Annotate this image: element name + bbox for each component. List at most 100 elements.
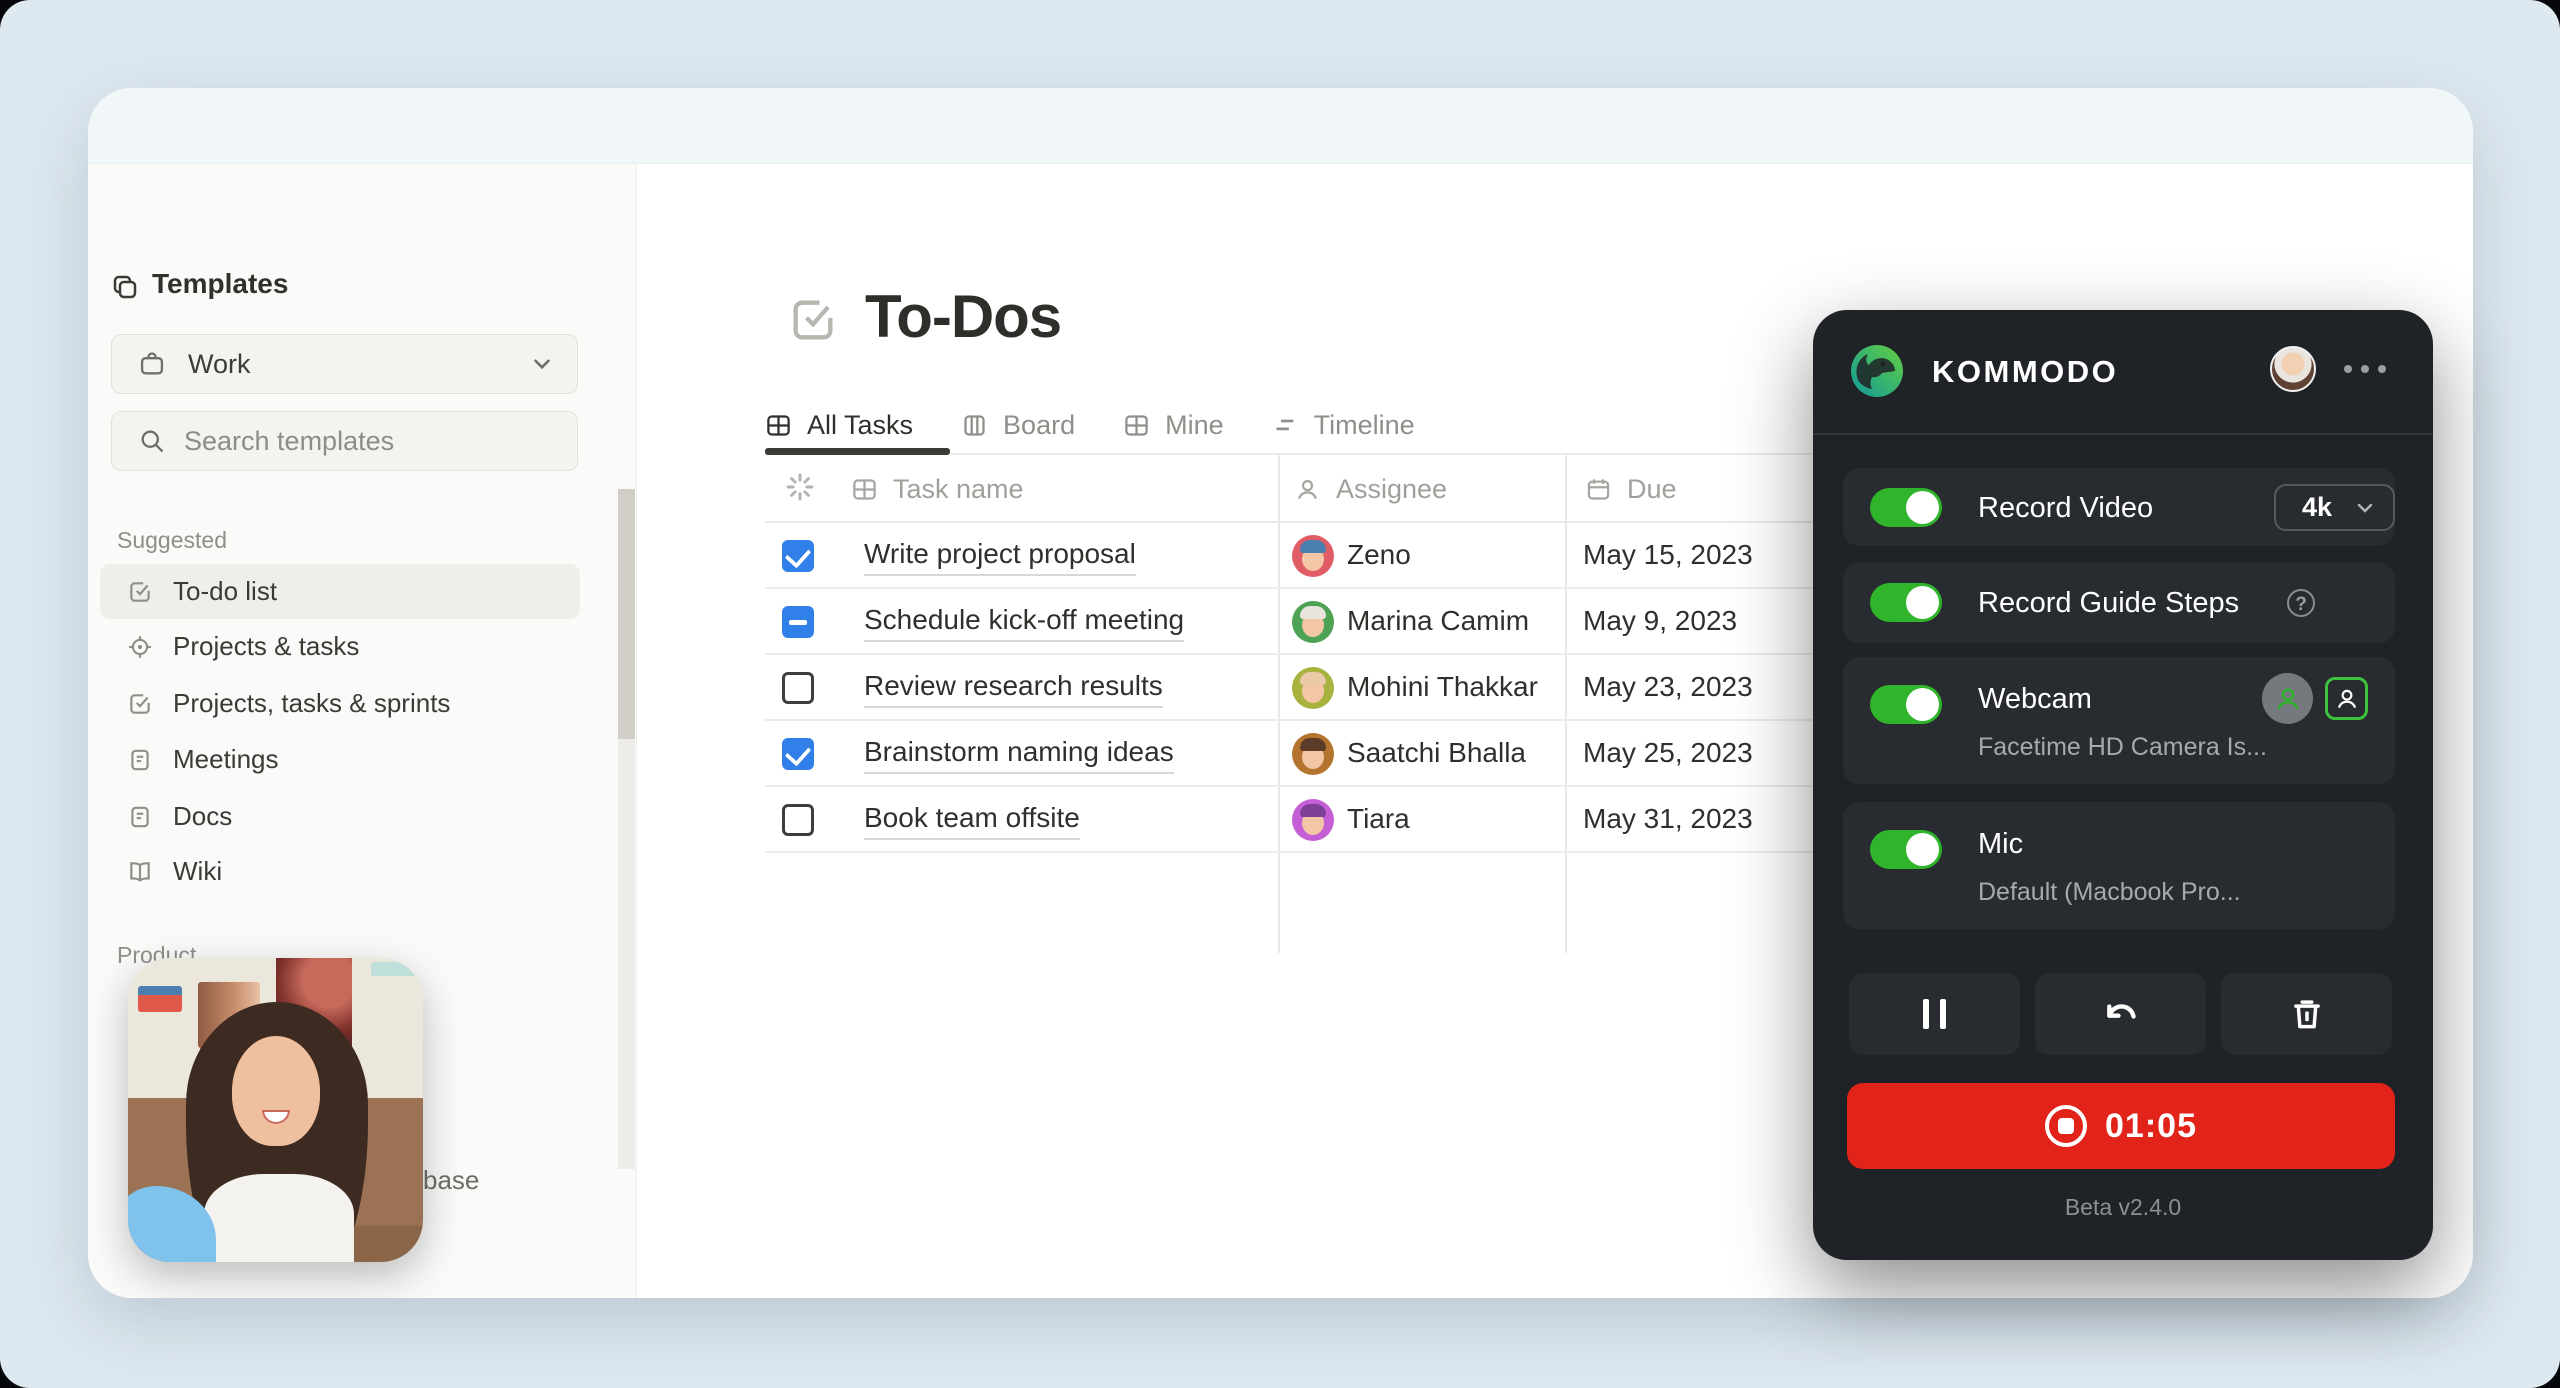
tab-mine[interactable]: Mine (1123, 410, 1224, 441)
column-header-due[interactable]: Due (1585, 455, 1677, 523)
sidebar-item-wiki[interactable]: Wiki (100, 844, 580, 899)
assignee-name: Tiara (1347, 803, 1410, 834)
record-guide-steps-toggle[interactable] (1870, 583, 1942, 622)
window-titlebar (88, 88, 2473, 232)
webcam-row: Webcam Facetime HD Camera Is... (1843, 657, 2395, 784)
kommodo-logo-icon (1851, 345, 1903, 397)
assignee-avatar (1292, 667, 1334, 709)
resolution-select[interactable]: 4k (2274, 484, 2395, 531)
section-label-suggested: Suggested (117, 527, 227, 553)
person-face (232, 1036, 320, 1146)
task-name-link[interactable]: Book team offsite (864, 802, 1080, 840)
table-row: Schedule kick-off meeting Marina Camim M… (765, 589, 2005, 655)
brand-name: KOMMODO (1932, 354, 2119, 389)
sidebar-item-todo-list[interactable]: To-do list (100, 564, 580, 619)
sidebar-title: Templates (152, 268, 289, 299)
webcam-circle-shape-button[interactable] (2262, 673, 2313, 724)
stop-recording-button[interactable]: 01:05 (1847, 1083, 2395, 1169)
loading-spinner-icon (785, 472, 815, 507)
table-row: Review research results Mohini Thakkar M… (765, 655, 2005, 721)
search-icon (138, 427, 166, 455)
help-icon[interactable]: ? (2287, 589, 2315, 617)
assignee-avatar (1292, 799, 1334, 841)
task-checkbox[interactable] (782, 540, 814, 572)
workspace-label: Work (188, 348, 251, 379)
stop-icon (2045, 1105, 2088, 1147)
table-row: Write project proposal Zeno May 15, 2023 (765, 523, 2005, 589)
tab-label: Timeline (1313, 409, 1415, 440)
column-header-label: Task name (893, 473, 1024, 504)
workspace-selector[interactable]: Work (111, 334, 578, 394)
sidebar-scrollbar-thumb[interactable] (618, 489, 635, 739)
column-header-assignee[interactable]: Assignee (1294, 455, 1447, 523)
kommodo-recorder-panel: KOMMODO Record Video 4k Record Guide Ste… (1813, 310, 2433, 1260)
assignee-name: Zeno (1347, 539, 1411, 570)
document-icon (127, 804, 153, 830)
webcam-toggle[interactable] (1870, 685, 1942, 724)
board-view-icon (961, 412, 988, 439)
assignee-avatar (1292, 535, 1334, 577)
record-video-toggle[interactable] (1870, 488, 1942, 527)
templates-icon (110, 272, 140, 307)
webcam-square-shape-button[interactable] (2325, 677, 2368, 720)
more-options-icon[interactable] (2344, 365, 2386, 373)
restart-button[interactable] (2035, 973, 2206, 1055)
task-checkbox[interactable] (782, 672, 814, 704)
table-view-icon (765, 412, 792, 439)
table-view-icon (1123, 412, 1150, 439)
pause-button[interactable] (1849, 973, 2020, 1055)
webcam-device-name: Facetime HD Camera Is... (1978, 733, 2267, 761)
task-checkbox[interactable] (782, 804, 814, 836)
task-name-link[interactable]: Brainstorm naming ideas (864, 736, 1174, 774)
column-divider (1278, 455, 1280, 953)
recording-timer: 01:05 (2105, 1106, 2197, 1145)
occluded-item-text-fragment: base (423, 1165, 480, 1195)
target-icon (127, 634, 153, 660)
tab-timeline[interactable]: Timeline (1272, 410, 1415, 441)
table-row: Brainstorm naming ideas Saatchi Bhalla M… (765, 721, 2005, 787)
header-divider (1813, 433, 2433, 435)
tab-all-tasks[interactable]: All Tasks (765, 410, 913, 441)
task-name-link[interactable]: Review research results (864, 670, 1163, 708)
assignee-name: Mohini Thakkar (1347, 671, 1538, 702)
task-checkbox[interactable] (782, 606, 814, 638)
search-input[interactable] (184, 425, 544, 457)
task-name-link[interactable]: Schedule kick-off meeting (864, 604, 1185, 642)
user-avatar[interactable] (2270, 346, 2316, 392)
book-icon (127, 859, 153, 885)
chevron-down-icon (2353, 496, 2377, 520)
sidebar-item-label: Meetings (173, 744, 279, 774)
person-icon (1294, 476, 1321, 503)
column-header-task-name[interactable]: Task name (851, 455, 1024, 523)
mic-toggle[interactable] (1870, 830, 1942, 869)
todo-checkbox-icon (787, 294, 839, 351)
pause-icon (1923, 999, 1946, 1029)
due-date: May 25, 2023 (1583, 737, 1753, 768)
checkbox-icon (127, 691, 153, 717)
chevron-down-icon (529, 351, 555, 377)
timeline-view-icon (1272, 412, 1299, 439)
delete-recording-button[interactable] (2221, 973, 2392, 1055)
tab-board[interactable]: Board (961, 410, 1075, 441)
wall-art (138, 986, 182, 1012)
column-divider (1565, 455, 1567, 953)
task-checkbox[interactable] (782, 738, 814, 770)
template-search[interactable] (111, 411, 578, 471)
task-name-link[interactable]: Write project proposal (864, 538, 1136, 576)
sidebar-item-label: Docs (173, 801, 233, 831)
column-header-label: Assignee (1336, 473, 1448, 504)
sidebar-item-projects-tasks-sprints[interactable]: Projects, tasks & sprints (100, 676, 580, 731)
tab-label: All Tasks (807, 409, 914, 440)
table-view-icon (851, 476, 878, 503)
person-shirt (204, 1174, 354, 1262)
assignee-name: Marina Camim (1347, 605, 1530, 636)
sidebar-item-docs[interactable]: Docs (100, 789, 580, 844)
webcam-preview-bubble[interactable] (128, 958, 423, 1262)
sidebar-item-projects-tasks[interactable]: Projects & tasks (100, 619, 580, 674)
sidebar-item-meetings[interactable]: Meetings (100, 732, 580, 787)
active-tab-underline (765, 448, 950, 455)
setting-label: Mic (1978, 828, 2024, 860)
due-date: May 9, 2023 (1583, 605, 1738, 636)
table-row: Book team offsite Tiara May 31, 2023 (765, 787, 2005, 853)
